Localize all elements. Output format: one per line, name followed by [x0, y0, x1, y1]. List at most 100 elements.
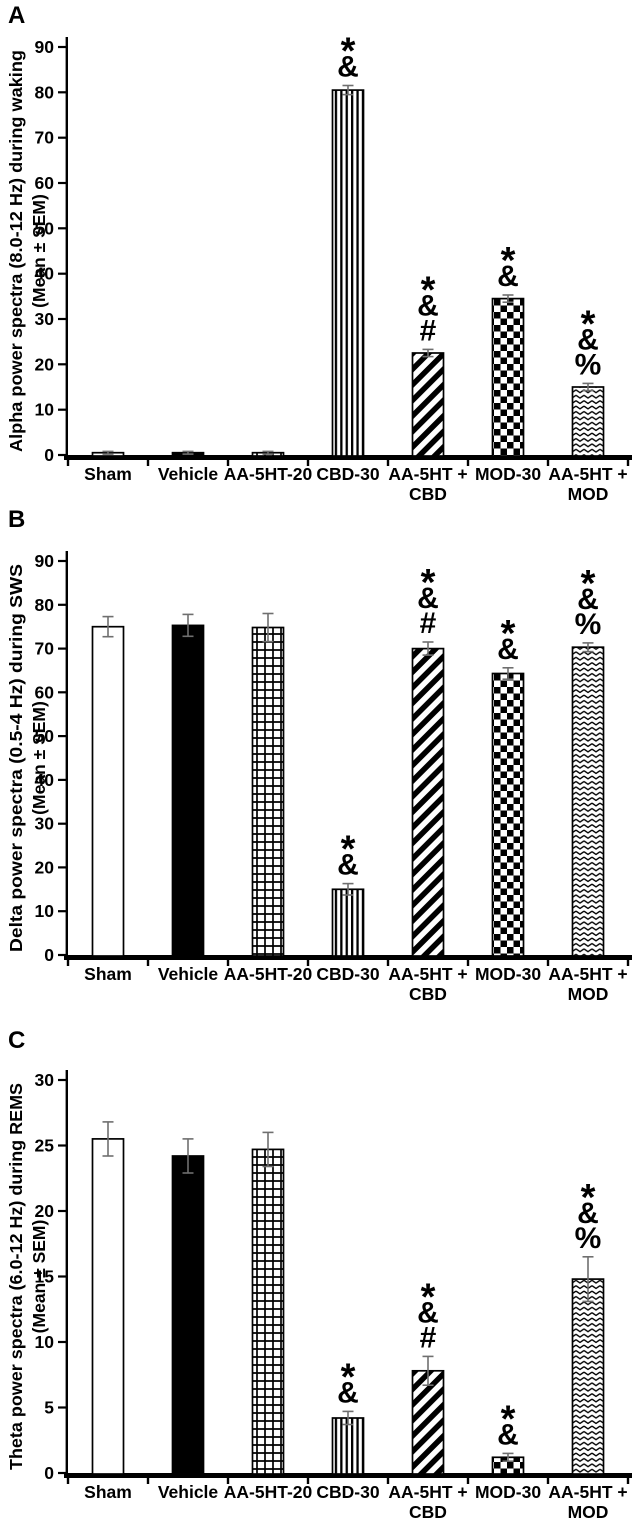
panel-a: A 0 10 20 30 40 50 60 70 80 90 Alpha power spectra… — [0, 0, 633, 505]
delta-sws-bar-chart: 0 10 20 30 40 50 60 70 80 90 Delta power spectra (… — [6, 551, 632, 1004]
x-tick-label: CBD-30 — [316, 964, 379, 984]
bar-Sham — [91, 1138, 125, 1475]
x-tick-label: MOD — [568, 984, 609, 1004]
significance-symbol: * — [501, 613, 516, 655]
y-tick-label: 70 — [35, 639, 55, 659]
significance-symbol: & — [337, 1376, 359, 1409]
y-tick-label: 40 — [35, 770, 55, 790]
y-tick — [58, 363, 68, 366]
x-tick — [626, 960, 630, 966]
x-tick — [466, 1478, 470, 1484]
y-tick-label: 60 — [35, 682, 55, 702]
significance-symbol: * — [421, 269, 436, 311]
y-tick-label: 10 — [35, 400, 55, 420]
y-tick-label: 50 — [35, 218, 55, 238]
x-tick — [146, 460, 150, 466]
y-tick-label: 10 — [35, 901, 55, 921]
x-tick — [626, 1478, 630, 1484]
x-tick-label: AA-5HT-20 — [224, 964, 313, 984]
x-tick — [546, 460, 550, 466]
error-bar — [582, 1256, 594, 1303]
y-tick — [58, 735, 68, 738]
y-axis-title: Alpha power spectra (8.0-12 Hz) during w… — [6, 50, 26, 452]
y-tick — [58, 1209, 68, 1213]
y-tick — [58, 1406, 68, 1409]
y-tick — [58, 1078, 68, 1082]
x-tick-label: CBD-30 — [316, 1482, 379, 1502]
x-tick — [466, 460, 470, 466]
significance-symbol: & — [497, 633, 519, 666]
significance-symbol: % — [575, 1222, 602, 1255]
theta-rems-bar-chart: 0 5 10 15 20 25 30 Theta power spectra (6.0-12 … — [6, 1070, 632, 1522]
error-bar — [182, 450, 194, 455]
y-tick — [58, 1340, 68, 1344]
x-tick — [66, 1478, 70, 1484]
significance-symbol: & — [417, 289, 439, 322]
error-bar — [102, 615, 114, 638]
y-axis-title: Delta power spectra (0.5-4 Hz) during SW… — [6, 564, 26, 952]
y-tick — [58, 45, 68, 49]
significance-symbol: & — [577, 583, 599, 616]
significance-symbol: * — [421, 1276, 436, 1318]
y-tick — [58, 953, 68, 957]
significance-symbol: # — [420, 607, 437, 640]
y-tick-label: 15 — [35, 1267, 55, 1287]
panel-b-label: B — [8, 506, 26, 533]
significance-symbol: * — [421, 562, 436, 604]
error-bar — [342, 1410, 354, 1426]
x-tick-label: AA-5HT-20 — [224, 464, 313, 484]
panel-a-label: A — [8, 2, 26, 29]
y-tick-label: 5 — [44, 1398, 54, 1418]
bar-AA-5HT-MOD — [571, 386, 605, 457]
y-tick-label: 20 — [35, 354, 55, 374]
error-bar — [342, 882, 354, 896]
y-tick — [58, 603, 68, 606]
bar-AA-5HT-CBD — [411, 647, 445, 957]
error-bar — [342, 84, 354, 96]
x-tick-label: CBD — [409, 984, 447, 1004]
y-tick — [58, 910, 68, 913]
x-tick-label: Sham — [84, 464, 132, 484]
x-tick-label: Vehicle — [158, 464, 219, 484]
x-tick-label: CBD — [409, 484, 447, 504]
bar-CBD-30 — [331, 1417, 365, 1475]
bar-CBD-30 — [331, 89, 365, 457]
error-bar — [422, 1355, 434, 1387]
y-tick — [58, 559, 68, 563]
bar-AA-5HT-CBD — [411, 1369, 445, 1475]
y-tick — [58, 691, 68, 694]
x-tick-label: MOD-30 — [475, 464, 541, 484]
y-tick-label: 10 — [35, 1332, 55, 1352]
y-tick-label: 80 — [35, 595, 55, 615]
y-tick-label: 0 — [44, 945, 54, 965]
error-bar — [502, 294, 514, 304]
significance-symbol: & — [577, 323, 599, 356]
x-tick-label: CBD-30 — [316, 464, 379, 484]
x-tick-label: MOD-30 — [475, 1482, 541, 1502]
significance-symbol: % — [575, 608, 602, 641]
bar-MOD-30 — [491, 297, 525, 457]
x-tick — [386, 960, 390, 966]
significance-symbol: & — [497, 260, 519, 293]
significance-symbol: % — [575, 348, 602, 381]
y-tick — [58, 272, 68, 275]
bar-AA-5HT-MOD — [571, 1278, 605, 1475]
x-axis — [64, 455, 632, 460]
bar-Vehicle — [171, 624, 205, 957]
y-tick — [58, 181, 68, 185]
error-bar — [422, 348, 434, 358]
y-axis-title-line2: (Mean ± SEM) — [29, 1220, 49, 1334]
x-tick-label: AA-5HT + — [388, 1482, 467, 1502]
y-tick-label: 90 — [35, 37, 55, 57]
y-tick-label: 40 — [35, 264, 55, 284]
y-axis-title-line2: (Mean ± SEM) — [29, 701, 49, 815]
y-tick-label: 70 — [35, 128, 55, 148]
significance-symbol: & — [417, 582, 439, 615]
x-tick-label: MOD-30 — [475, 964, 541, 984]
error-bar — [262, 1131, 274, 1168]
significance-symbol: * — [581, 303, 596, 345]
y-tick-label: 25 — [35, 1136, 55, 1156]
significance-symbol: * — [341, 829, 356, 871]
x-axis — [64, 1473, 632, 1478]
y-tick-label: 30 — [35, 309, 55, 329]
